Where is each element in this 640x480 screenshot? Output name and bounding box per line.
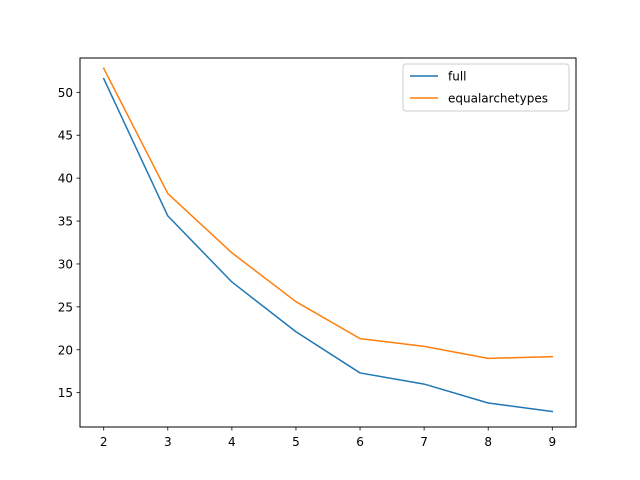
x-axis-ticks: 2 3 4 5 6 7 8 9 bbox=[100, 427, 556, 449]
y-axis-ticks: 15 20 25 30 35 40 45 50 bbox=[58, 86, 80, 400]
series-line-full bbox=[102, 77, 554, 413]
x-tick-label-9: 9 bbox=[548, 435, 556, 449]
y-tick-label-30: 30 bbox=[58, 257, 73, 271]
legend-label-equalarchetypes: equalarchetypes bbox=[448, 92, 548, 106]
legend-box bbox=[402, 63, 570, 112]
y-tick-label-25: 25 bbox=[58, 300, 73, 314]
x-tick-label-2: 2 bbox=[100, 435, 108, 449]
legend-label-full: full bbox=[448, 70, 467, 84]
y-tick-label-20: 20 bbox=[58, 343, 73, 357]
y-tick-label-50: 50 bbox=[58, 86, 73, 100]
x-tick-label-4: 4 bbox=[228, 435, 236, 449]
x-tick-label-8: 8 bbox=[484, 435, 492, 449]
y-tick-label-15: 15 bbox=[58, 386, 73, 400]
y-tick-label-40: 40 bbox=[58, 172, 73, 186]
x-tick-label-5: 5 bbox=[292, 435, 300, 449]
legend: full equalarchetypes bbox=[402, 63, 570, 112]
series-line-equalarchetypes bbox=[102, 67, 554, 360]
y-tick-label-45: 45 bbox=[58, 129, 73, 143]
y-tick-label-35: 35 bbox=[58, 215, 73, 229]
x-tick-label-7: 7 bbox=[420, 435, 428, 449]
series-layer bbox=[102, 67, 554, 413]
plot-frame bbox=[79, 57, 577, 428]
x-tick-label-3: 3 bbox=[164, 435, 172, 449]
axes-layer bbox=[79, 57, 577, 428]
x-tick-label-6: 6 bbox=[356, 435, 364, 449]
